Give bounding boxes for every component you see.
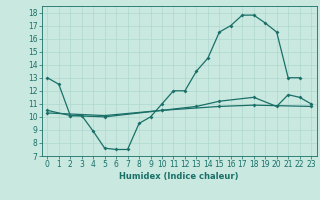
X-axis label: Humidex (Indice chaleur): Humidex (Indice chaleur)	[119, 172, 239, 181]
